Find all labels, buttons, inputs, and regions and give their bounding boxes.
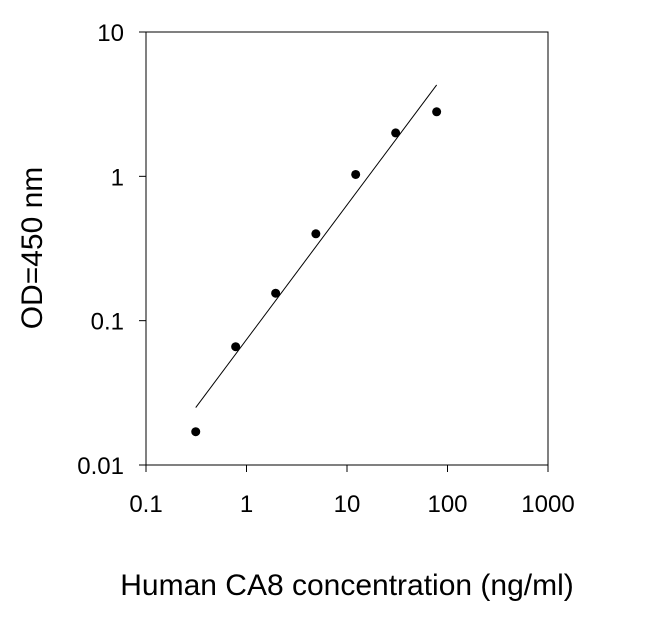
x-tick-label: 0.1 — [129, 491, 162, 518]
y-tick-label: 1 — [111, 164, 124, 191]
fit-line — [195, 84, 438, 408]
y-tick-label: 0.01 — [77, 453, 124, 480]
data-point — [231, 342, 241, 352]
data-point — [432, 107, 442, 117]
data-point — [351, 169, 361, 179]
data-point — [191, 427, 201, 437]
data-point — [391, 128, 401, 138]
x-tick-label: 100 — [427, 491, 467, 518]
data-points — [191, 107, 442, 437]
y-axis-title: OD=450 nm — [16, 167, 49, 330]
y-axis-ticks: 0.01 0.1 1 10 — [77, 20, 146, 480]
plot-border — [145, 31, 549, 466]
data-point — [311, 229, 321, 239]
x-axis-ticks: 0.1 1 10 100 1000 — [129, 465, 575, 518]
y-tick-label: 0.1 — [91, 309, 124, 336]
x-axis-title: Human CA8 concentration (ng/ml) — [120, 569, 574, 602]
fit-line-group — [195, 84, 438, 408]
x-tick-label: 1 — [240, 491, 253, 518]
x-tick-label: 10 — [334, 491, 361, 518]
plot-frame — [145, 31, 549, 466]
x-tick-label: 1000 — [521, 491, 574, 518]
y-tick-label: 10 — [97, 20, 124, 47]
data-point — [271, 288, 281, 298]
